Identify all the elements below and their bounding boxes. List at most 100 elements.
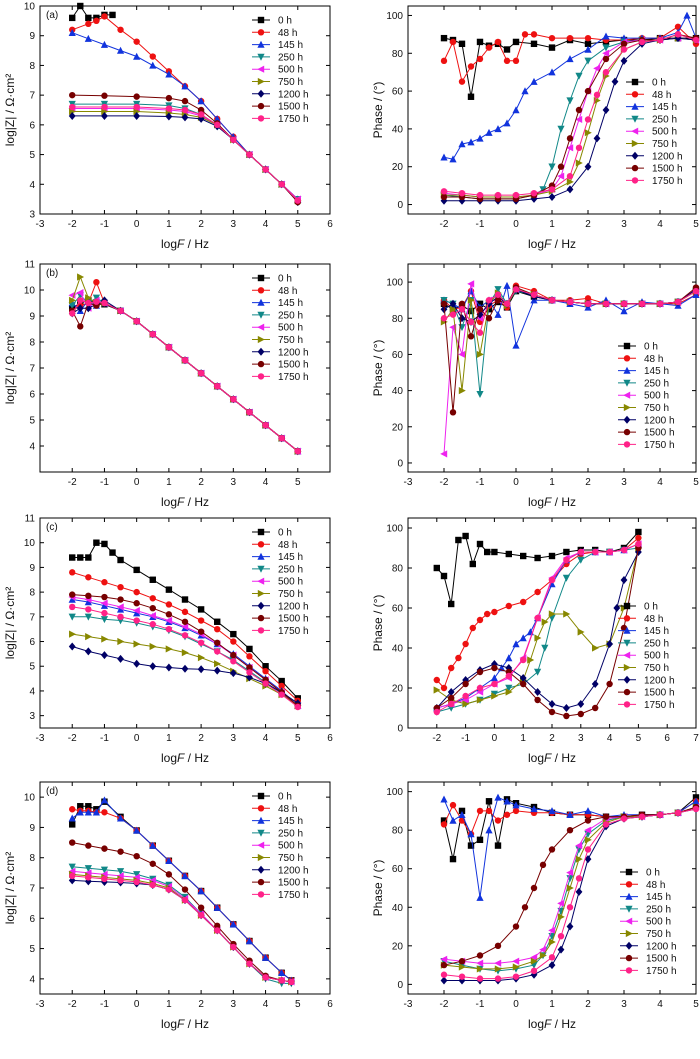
x-tick-label: 3 bbox=[621, 999, 627, 1010]
data-point bbox=[494, 965, 502, 973]
y-tick-label: 4 bbox=[29, 180, 35, 191]
series-line bbox=[72, 111, 299, 201]
data-point bbox=[476, 975, 484, 982]
legend-label: 1200 h bbox=[278, 601, 309, 612]
data-point bbox=[476, 191, 484, 199]
y-tick-label: 9 bbox=[29, 823, 35, 834]
data-point bbox=[69, 554, 76, 561]
data-point bbox=[606, 680, 613, 688]
legend-marker bbox=[631, 139, 639, 148]
chart-a-ph: -2 -1 0 1 2 3 4 5 0 20 40 60 80 100 logF / Hz Phase / (… bbox=[371, 5, 700, 251]
data-point bbox=[485, 128, 493, 136]
x-tick-label: 0 bbox=[513, 219, 519, 230]
data-point bbox=[197, 912, 205, 919]
data-point bbox=[77, 297, 84, 304]
legend-label: 145 h bbox=[646, 892, 671, 903]
data-point bbox=[548, 938, 556, 946]
data-point bbox=[584, 846, 592, 853]
data-point bbox=[527, 656, 535, 664]
data-point bbox=[557, 899, 565, 908]
data-point bbox=[68, 111, 76, 120]
series-500h bbox=[68, 289, 301, 455]
data-point bbox=[440, 193, 448, 201]
data-point bbox=[68, 863, 76, 871]
data-point bbox=[566, 34, 574, 42]
data-point bbox=[116, 868, 125, 876]
data-point bbox=[541, 644, 549, 652]
data-point bbox=[149, 61, 157, 69]
legend-label: 750 h bbox=[644, 663, 669, 674]
data-point bbox=[476, 38, 484, 46]
legend-marker bbox=[623, 342, 631, 350]
legend-label: 1750 h bbox=[644, 440, 675, 451]
y-tick-label: 0 bbox=[397, 200, 403, 211]
y-axis-label: Phase / (°) bbox=[371, 595, 385, 652]
legend-label: 1200 h bbox=[652, 151, 683, 162]
data-point bbox=[519, 634, 527, 642]
data-point bbox=[467, 318, 475, 326]
legend-marker bbox=[257, 829, 265, 837]
series-1200h bbox=[68, 111, 302, 207]
y-tick-label: 100 bbox=[386, 11, 403, 22]
data-point bbox=[214, 383, 221, 390]
data-point bbox=[440, 34, 448, 42]
y-tick-label: 5 bbox=[29, 944, 35, 955]
x-tick-label: 3 bbox=[231, 477, 237, 488]
data-point bbox=[165, 586, 173, 593]
x-tick-label: -2 bbox=[440, 999, 449, 1010]
data-point bbox=[512, 640, 520, 648]
legend-label: 0 h bbox=[278, 274, 292, 285]
y-tick-label: 100 bbox=[386, 524, 403, 535]
data-point bbox=[467, 842, 475, 849]
data-point bbox=[76, 808, 84, 816]
data-point bbox=[593, 64, 601, 72]
data-point bbox=[562, 574, 570, 582]
data-point bbox=[69, 569, 76, 576]
data-point bbox=[230, 638, 237, 645]
data-point bbox=[635, 528, 642, 536]
y-tick-label: 0 bbox=[397, 980, 403, 991]
data-point bbox=[548, 954, 556, 961]
legend-label: 500 h bbox=[652, 127, 677, 138]
data-point bbox=[85, 20, 92, 28]
data-point bbox=[100, 796, 109, 804]
legend-marker bbox=[257, 577, 265, 585]
data-point bbox=[448, 600, 455, 608]
y-tick-label: 6 bbox=[29, 390, 35, 401]
data-point bbox=[458, 973, 466, 980]
data-point bbox=[584, 295, 592, 302]
data-point bbox=[68, 814, 76, 822]
data-point bbox=[530, 953, 538, 961]
data-point bbox=[575, 144, 583, 152]
data-point bbox=[575, 115, 583, 124]
data-point bbox=[606, 640, 613, 648]
data-point bbox=[458, 387, 466, 395]
data-point bbox=[548, 552, 556, 560]
y-tick-label: 6 bbox=[29, 914, 35, 925]
legend-label: 500 h bbox=[644, 651, 669, 662]
series-line bbox=[72, 106, 299, 201]
data-point bbox=[165, 94, 173, 102]
data-point bbox=[440, 572, 448, 580]
data-point bbox=[692, 36, 700, 44]
x-tick-label: 3 bbox=[231, 999, 237, 1010]
legend-marker bbox=[625, 941, 633, 950]
x-tick-label: 6 bbox=[327, 733, 333, 744]
data-point bbox=[440, 821, 448, 828]
data-point bbox=[101, 13, 108, 20]
data-point bbox=[84, 808, 92, 816]
legend-marker bbox=[623, 428, 631, 436]
y-axis-label: log|Z| / Ω·cm² bbox=[3, 332, 17, 405]
series-0h bbox=[433, 528, 642, 608]
data-point bbox=[101, 299, 108, 307]
legend-marker bbox=[625, 917, 633, 925]
data-point bbox=[85, 554, 92, 561]
legend-marker bbox=[257, 627, 265, 634]
data-point bbox=[85, 592, 92, 600]
data-point bbox=[165, 625, 173, 633]
data-point bbox=[485, 315, 493, 322]
legend-label: 1500 h bbox=[278, 102, 309, 113]
data-point bbox=[117, 307, 124, 314]
data-point bbox=[602, 68, 610, 76]
data-point bbox=[440, 188, 448, 195]
